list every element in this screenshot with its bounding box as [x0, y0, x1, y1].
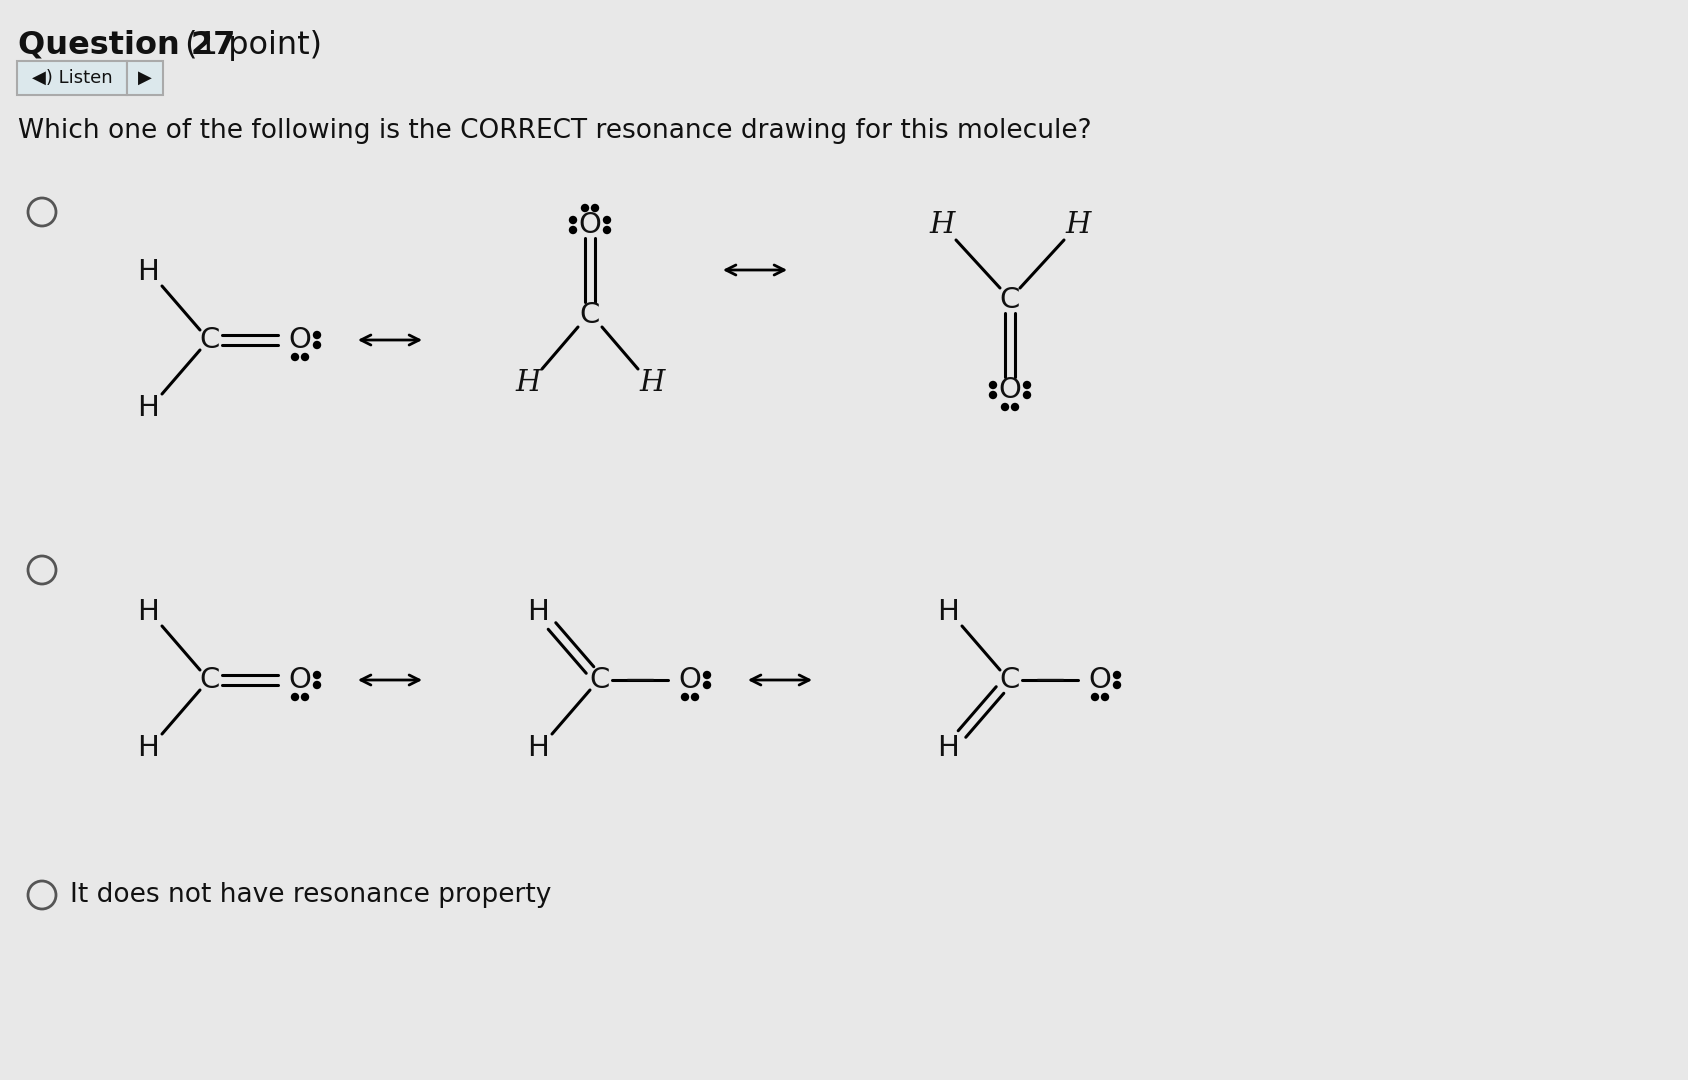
Text: —: — [626, 666, 655, 694]
Text: H: H [137, 598, 159, 626]
Text: H: H [937, 598, 959, 626]
Text: O: O [579, 211, 601, 239]
Circle shape [1001, 404, 1008, 410]
Text: H: H [930, 211, 955, 239]
Text: C: C [999, 666, 1020, 694]
FancyBboxPatch shape [127, 60, 164, 95]
Circle shape [1023, 391, 1030, 399]
Text: ◀) Listen: ◀) Listen [32, 69, 113, 87]
Circle shape [314, 341, 321, 349]
Circle shape [569, 216, 577, 224]
Text: H: H [640, 369, 665, 397]
Circle shape [989, 381, 996, 389]
Circle shape [292, 693, 299, 701]
Text: H: H [515, 369, 540, 397]
Circle shape [302, 353, 309, 361]
Text: Question 27: Question 27 [19, 30, 235, 60]
Circle shape [1102, 693, 1109, 701]
Circle shape [591, 204, 599, 212]
Text: ▶: ▶ [138, 69, 152, 87]
Circle shape [581, 204, 589, 212]
Circle shape [682, 693, 689, 701]
Circle shape [604, 216, 611, 224]
Circle shape [314, 332, 321, 338]
Text: C: C [199, 326, 219, 354]
Circle shape [692, 693, 699, 701]
Circle shape [314, 672, 321, 678]
FancyBboxPatch shape [17, 60, 127, 95]
Circle shape [1092, 693, 1099, 701]
Circle shape [1114, 681, 1121, 689]
Text: Which one of the following is the CORRECT resonance drawing for this molecule?: Which one of the following is the CORREC… [19, 118, 1092, 144]
Text: O: O [999, 376, 1021, 404]
Circle shape [704, 672, 711, 678]
Circle shape [569, 227, 577, 233]
Circle shape [314, 681, 321, 689]
Circle shape [604, 227, 611, 233]
Text: It does not have resonance property: It does not have resonance property [69, 882, 552, 908]
Text: O: O [289, 326, 312, 354]
Text: H: H [137, 394, 159, 422]
Text: H: H [527, 734, 549, 762]
Text: C: C [999, 286, 1020, 314]
Text: H: H [137, 734, 159, 762]
Text: H: H [527, 598, 549, 626]
Circle shape [1114, 672, 1121, 678]
Text: C: C [579, 301, 601, 329]
Circle shape [1023, 381, 1030, 389]
Text: —: — [1035, 666, 1065, 694]
Circle shape [989, 391, 996, 399]
Text: O: O [1089, 666, 1111, 694]
Text: H: H [137, 258, 159, 286]
Text: H: H [937, 734, 959, 762]
Circle shape [302, 693, 309, 701]
Text: O: O [289, 666, 312, 694]
Circle shape [1011, 404, 1018, 410]
Circle shape [704, 681, 711, 689]
Text: (1 point): (1 point) [176, 30, 322, 60]
Text: O: O [679, 666, 702, 694]
Text: C: C [589, 666, 609, 694]
Circle shape [292, 353, 299, 361]
Text: H: H [1065, 211, 1090, 239]
Text: C: C [199, 666, 219, 694]
